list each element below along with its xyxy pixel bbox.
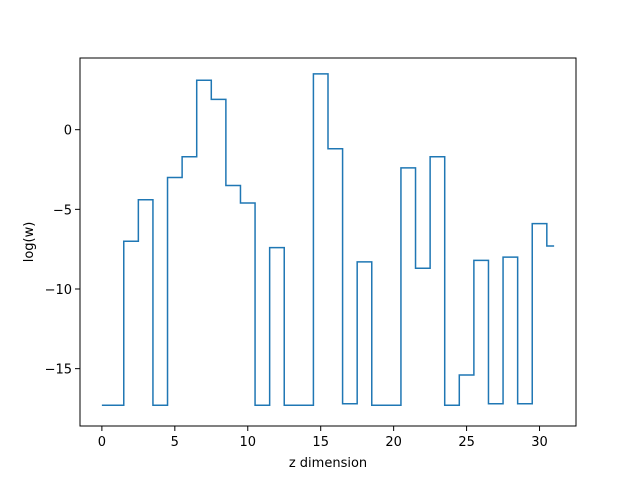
x-tick-label: 15 — [312, 435, 329, 450]
x-axis-label: z dimension — [289, 456, 367, 471]
x-tick-label: 30 — [531, 435, 548, 450]
x-tick-label: 20 — [385, 435, 402, 450]
y-tick-label: −15 — [45, 363, 72, 378]
axes-frame — [79, 57, 577, 427]
x-axis-ticks: 0 5 10 15 20 25 30 — [98, 426, 548, 450]
y-tick-label: −5 — [53, 203, 72, 218]
x-tick-label: 25 — [458, 435, 475, 450]
data-series-line — [101, 73, 555, 407]
plot-area — [101, 73, 555, 407]
y-tick-label: 0 — [64, 124, 72, 139]
x-tick-label: 10 — [239, 435, 256, 450]
y-axis-ticks: −15 −10 −5 0 — [45, 124, 80, 378]
x-tick-label: 5 — [171, 435, 179, 450]
x-tick-label: 0 — [98, 435, 106, 450]
y-tick-label: −10 — [45, 283, 72, 298]
y-axis-label: log(w) — [22, 222, 37, 263]
